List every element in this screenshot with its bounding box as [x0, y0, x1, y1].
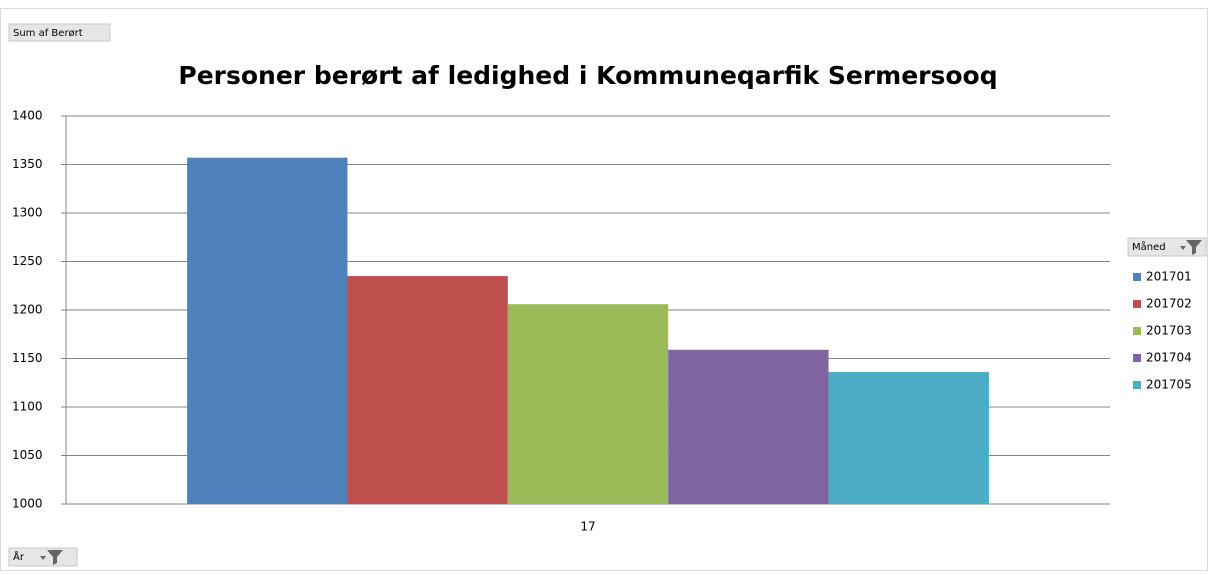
bar [668, 349, 829, 504]
axis-field-button[interactable]: År [8, 547, 78, 567]
legend-label: 201701 [1146, 270, 1192, 284]
legend-label: 201703 [1146, 324, 1192, 338]
legend-label: 201705 [1146, 378, 1192, 392]
x-tick-label: 17 [580, 520, 595, 534]
y-tick-label: 1100 [12, 400, 43, 414]
legend-field-button[interactable]: Måned [1127, 237, 1207, 257]
legend-swatch [1133, 300, 1141, 308]
legend-title: Måned [1132, 240, 1166, 253]
legend-label: 201704 [1146, 351, 1192, 365]
y-tick-label: 1350 [12, 157, 43, 171]
y-tick-label: 1050 [12, 448, 43, 462]
value-field-label: Sum af Berørt [13, 28, 83, 39]
legend-label: 201702 [1146, 297, 1192, 311]
bar [187, 157, 348, 504]
legend-swatch [1133, 273, 1141, 281]
y-tick-label: 1150 [12, 351, 43, 365]
y-tick-label: 1200 [12, 303, 43, 317]
legend-swatch [1133, 354, 1141, 362]
y-tick-label: 1250 [12, 254, 43, 268]
bar [347, 276, 508, 504]
y-tick-label: 1400 [12, 109, 43, 123]
legend-swatch [1133, 381, 1141, 389]
y-tick-label: 1000 [12, 497, 43, 511]
filter-icon [1180, 240, 1202, 255]
legend-swatch [1133, 327, 1141, 335]
value-field-button[interactable]: Sum af Berørt [8, 23, 111, 42]
bar [828, 372, 989, 504]
chart-title: Personer berørt af ledighed i Kommuneqar… [178, 61, 997, 90]
filter-icon [40, 550, 63, 565]
bar [507, 304, 669, 504]
axis-field-label: År [13, 550, 25, 563]
y-tick-label: 1300 [12, 206, 43, 220]
